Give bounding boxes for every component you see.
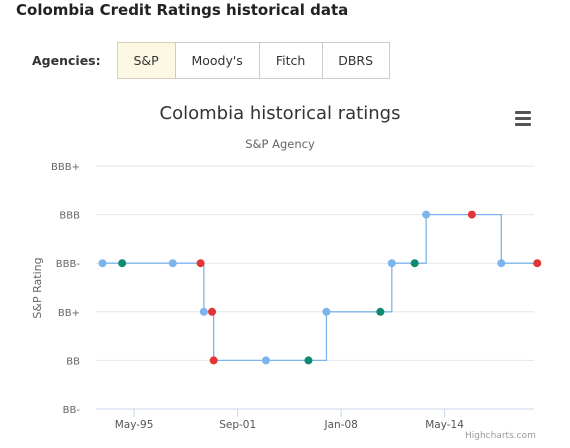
- chart-title: Colombia historical ratings: [160, 103, 401, 124]
- agencies-label: Agencies:: [32, 53, 101, 68]
- chart-credits[interactable]: Highcharts.com: [465, 431, 536, 441]
- rating-point-affirmed: [387, 259, 396, 268]
- rating-point-downgrade: [208, 307, 217, 316]
- y-tick-label: BB-: [63, 405, 81, 416]
- y-axis-label: S&P Rating: [31, 257, 44, 318]
- grid-lines: [96, 165, 534, 410]
- x-tick-label: May-14: [425, 419, 464, 431]
- rating-point-affirmed: [98, 259, 107, 268]
- tab-dbrs[interactable]: DBRS: [321, 42, 390, 79]
- rating-point-downgrade: [196, 259, 205, 268]
- rating-point-affirmed: [199, 307, 208, 316]
- rating-point-downgrade: [209, 356, 218, 365]
- y-tick-label: BBB+: [51, 162, 80, 173]
- page-title: Colombia Credit Ratings historical data: [16, 1, 349, 19]
- agency-tabs: S&P Moody's Fitch DBRS: [116, 42, 390, 79]
- rating-point-upgrade: [376, 307, 385, 316]
- rating-point-affirmed: [497, 259, 506, 268]
- y-tick-label: BB+: [58, 308, 80, 319]
- x-tick-label: Jan-08: [323, 419, 357, 431]
- x-tick-label: Sep-01: [219, 419, 256, 431]
- x-tick-label: May-95: [115, 419, 154, 431]
- chart-menu-icon[interactable]: [512, 108, 534, 128]
- rating-step-line: [102, 213, 538, 362]
- rating-point-upgrade: [304, 356, 313, 365]
- y-tick-label: BBB-: [56, 259, 81, 270]
- rating-point-affirmed: [322, 307, 331, 316]
- rating-point-downgrade: [533, 259, 542, 268]
- agency-selector: Agencies: S&P Moody's Fitch DBRS: [32, 42, 390, 79]
- rating-point-affirmed: [261, 356, 270, 365]
- rating-point-affirmed: [168, 259, 177, 268]
- rating-point-upgrade: [118, 259, 127, 268]
- tab-moodys[interactable]: Moody's: [174, 42, 260, 79]
- rating-point-upgrade: [410, 259, 419, 268]
- rating-series: [102, 213, 538, 362]
- y-tick-label: BBB: [59, 211, 80, 222]
- y-tick-label: BB: [66, 356, 80, 367]
- tab-fitch[interactable]: Fitch: [258, 42, 323, 79]
- x-axis: May-95 Sep-01 Jan-08 May-14: [96, 408, 534, 431]
- tab-sp[interactable]: S&P: [116, 42, 176, 79]
- rating-points: [98, 210, 542, 365]
- chart-subtitle: S&P Agency: [245, 137, 315, 151]
- y-tick-labels: BB- BB BB+ BBB- BBB BBB+: [51, 162, 80, 416]
- rating-point-affirmed: [422, 210, 431, 219]
- rating-point-downgrade: [467, 210, 476, 219]
